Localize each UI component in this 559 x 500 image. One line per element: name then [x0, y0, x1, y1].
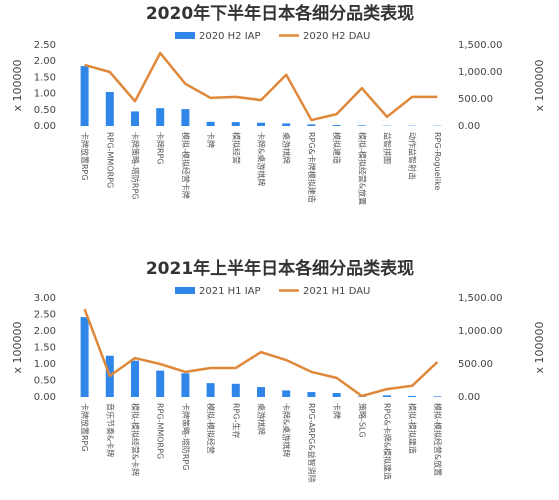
legend-swatch: [175, 32, 195, 39]
y2-axis-label: x 100000: [533, 322, 546, 374]
bar: [206, 383, 215, 397]
x-tick-label: 模拟-模拟经营&放置: [433, 403, 443, 476]
bar: [383, 395, 391, 397]
x-tick-label: 模拟建造: [332, 132, 342, 164]
x-tick-label: 益智拼图: [383, 132, 393, 164]
legend-label: 2021 H1 IAP: [199, 286, 261, 297]
x-tick-label: RPG-ARPG&益智消除: [307, 403, 317, 483]
x-tick-label: 模拟-模拟建造: [408, 403, 418, 454]
bar: [131, 111, 139, 126]
legend-label: 2021 H1 DAU: [303, 286, 370, 297]
bar: [408, 396, 417, 397]
y-tick-label: 0.00: [34, 121, 56, 132]
legend-label: 2020 H2 DAU: [303, 31, 370, 42]
y2-tick-label: 1,500.00: [458, 40, 503, 51]
x-tick-label: 卡牌RPG: [156, 132, 166, 165]
x-tick-label: 模拟-模拟经营卡牌: [181, 132, 191, 199]
x-tick-label: 模拟经营: [231, 132, 241, 164]
bar: [231, 383, 240, 397]
x-tick-label: 模拟-模拟经营&放置: [357, 132, 367, 205]
y2-tick-label: 500.00: [458, 359, 493, 370]
bar: [131, 360, 139, 397]
line: [83, 308, 439, 398]
x-tick-label: 卡牌: [206, 132, 216, 148]
x-tick-label: 策略-SLG: [357, 403, 367, 438]
y2-tick-label: 0.00: [458, 392, 480, 403]
bar: [181, 109, 190, 126]
chart-title: 2021年上半年日本各细分品类表现: [146, 258, 414, 279]
x-tick-label: RPG&卡牌模拟建造: [307, 132, 317, 203]
y2-tick-label: 1,000.00: [458, 326, 503, 337]
bar: [357, 125, 366, 126]
y-tick-label: 2.50: [34, 310, 56, 321]
bar: [257, 122, 265, 126]
bar: [332, 125, 341, 126]
bar: [80, 317, 89, 397]
bar: [282, 390, 291, 397]
x-tick-label: 模拟-模拟经营&卡牌: [131, 403, 141, 476]
x-tick-label: RPG-MMORPG: [105, 132, 114, 188]
bar: [156, 370, 165, 397]
bar: [332, 393, 341, 397]
y-tick-label: 0.00: [34, 392, 56, 403]
bar: [80, 66, 89, 126]
x-tick-label: 模拟-模拟经营: [206, 403, 216, 454]
x-tick-label: 音乐节奏&卡牌: [105, 403, 115, 457]
bar: [257, 387, 265, 397]
x-tick-label: 卡牌: [332, 403, 342, 419]
y-tick-label: 0.50: [34, 105, 56, 116]
y2-tick-label: 1,000.00: [458, 67, 503, 78]
y2-tick-label: 1,500.00: [458, 293, 503, 304]
x-tick-label: RPG-Roguelike: [433, 132, 442, 190]
y-tick-label: 1.00: [34, 359, 56, 370]
x-tick-label: 桌游棋牌: [282, 132, 292, 164]
x-tick-label: 卡牌&桌游棋牌: [257, 132, 267, 186]
y-tick-label: 2.00: [34, 56, 56, 67]
bar: [181, 373, 190, 397]
chart-title: 2020年下半年日本各细分品类表现: [146, 3, 414, 24]
bar: [282, 123, 291, 126]
y-axis-label: x 100000: [11, 322, 24, 374]
y-tick-label: 2.00: [34, 326, 56, 337]
x-tick-label: RPG&卡牌&模拟建造: [383, 403, 393, 480]
y-tick-label: 2.50: [34, 40, 56, 51]
x-tick-label: 卡牌策略-塔防RPG: [131, 132, 141, 199]
y-tick-label: 3.00: [34, 293, 56, 304]
bar: [307, 124, 316, 126]
y-tick-label: 1.50: [34, 72, 56, 83]
bar: [433, 396, 442, 397]
y-axis-label: x 100000: [11, 60, 24, 112]
x-tick-label: 卡牌放置RPG: [80, 403, 90, 452]
line: [84, 51, 438, 122]
bar: [231, 122, 240, 126]
y2-tick-label: 500.00: [458, 94, 493, 105]
y-tick-label: 1.00: [34, 89, 56, 100]
x-tick-label: 桌游棋牌: [257, 403, 267, 435]
x-tick-label: RPG-MMORPG: [156, 403, 165, 459]
legend-swatch: [175, 287, 195, 294]
x-tick-label: RPG-生存: [231, 403, 241, 438]
bar: [206, 121, 215, 126]
legend-label: 2020 H2 IAP: [199, 31, 261, 42]
bar: [105, 91, 114, 126]
x-tick-label: 卡牌策略-塔防RPG: [181, 403, 191, 470]
bar: [307, 392, 316, 397]
y2-axis-label: x 100000: [533, 60, 546, 112]
y-tick-label: 1.50: [34, 343, 56, 354]
x-tick-label: 卡牌&桌游棋牌: [282, 403, 292, 457]
x-tick-label: 动作益智射击: [408, 132, 418, 180]
y-tick-label: 0.50: [34, 376, 56, 387]
y2-tick-label: 0.00: [458, 121, 480, 132]
x-tick-label: 卡牌放置RPG: [80, 132, 90, 181]
bar: [156, 108, 165, 126]
